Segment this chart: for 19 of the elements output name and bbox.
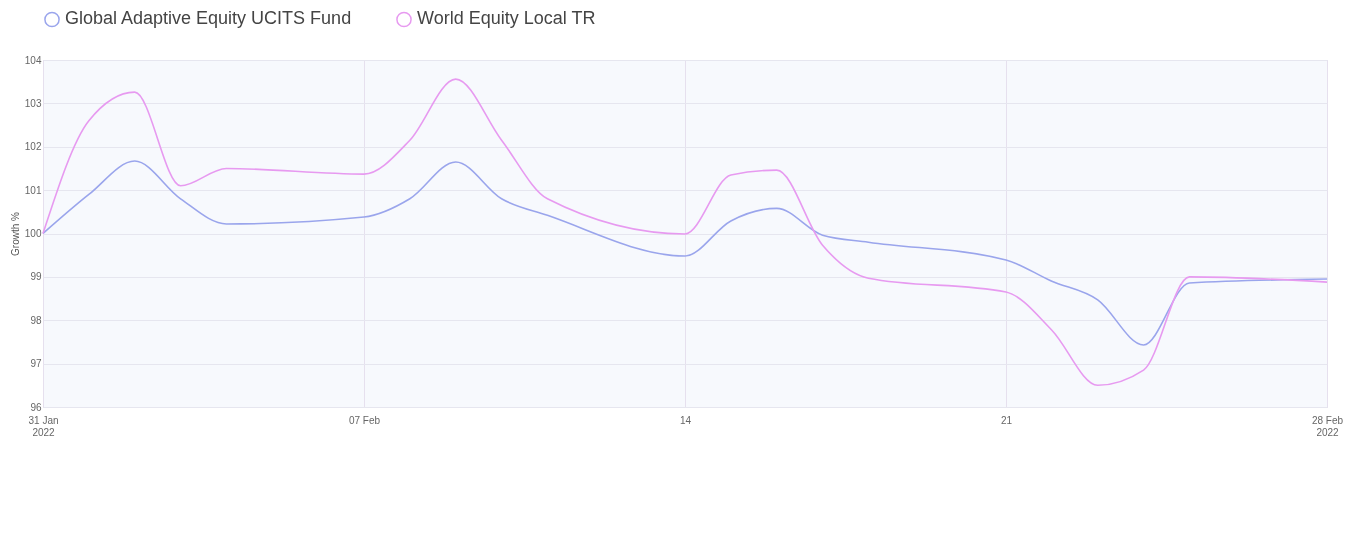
y-tick-label: 101: [24, 184, 42, 196]
x-tick-label: 14: [679, 414, 692, 426]
x-tick-label: 31 Jan 2022: [28, 414, 59, 438]
y-tick-label: 100: [24, 228, 42, 239]
legend-label: Global Adaptive Equity UCITS Fund: [65, 8, 352, 29]
x-tick-label: 21: [1000, 414, 1013, 426]
y-tick-label: 104: [24, 54, 42, 66]
line-series: [42, 78, 1328, 387]
y-tick-label: 99: [30, 271, 42, 283]
y-tick-label: 103: [24, 97, 42, 109]
x-tick-label: 07 Feb: [348, 414, 381, 426]
y-tick-label: 98: [30, 314, 42, 326]
y-tick-label: 97: [30, 358, 42, 370]
legend-label: World Equity Local TR: [417, 8, 596, 29]
line-series: [42, 160, 1328, 346]
y-tick-label: 102: [24, 141, 42, 153]
y-axis-title: Growth %: [9, 211, 21, 256]
y-tick-label: 96: [30, 401, 42, 413]
x-tick-label: 28 Feb 2022: [1311, 414, 1344, 438]
